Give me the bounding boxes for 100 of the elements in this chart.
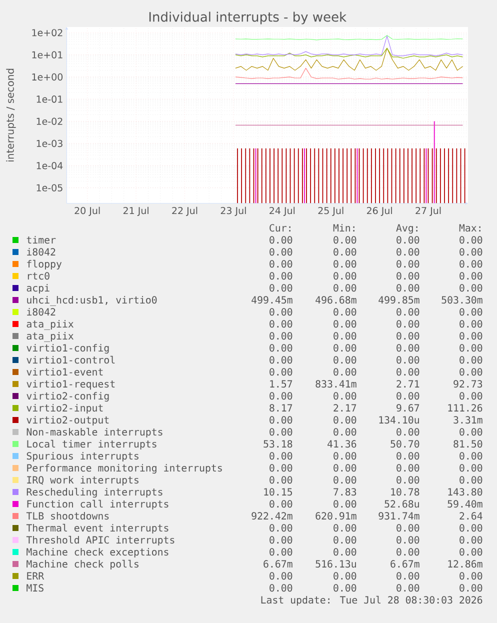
text: 0.00 bbox=[334, 584, 356, 592]
legend-label: uhci_hcd:usb1, virtio0 bbox=[27, 296, 157, 306]
legend-label: virtio1-control bbox=[26, 356, 115, 364]
legend-label: virtio2-output bbox=[26, 416, 109, 426]
text: 0.00 bbox=[460, 332, 482, 340]
x-tick-label: 22 Jul bbox=[172, 206, 198, 216]
text: 111.26 bbox=[448, 404, 482, 412]
legend-label: virtio2-config bbox=[26, 392, 109, 402]
text: 0.00 bbox=[270, 332, 292, 340]
text: 499.45m bbox=[252, 296, 292, 304]
text: 143.80 bbox=[448, 488, 482, 496]
text: 0.00 bbox=[460, 392, 482, 400]
text: 0.00 bbox=[460, 356, 482, 364]
text: 0.00 bbox=[270, 572, 292, 580]
text: 0.00 bbox=[396, 272, 420, 280]
text: 0.00 bbox=[460, 272, 482, 280]
text: 0.00 bbox=[270, 452, 292, 460]
line-series bbox=[235, 48, 464, 71]
text: 2.71 bbox=[396, 380, 420, 388]
text: 0.00 bbox=[396, 248, 420, 256]
text: Cur: bbox=[270, 224, 290, 232]
text: 0.00 bbox=[460, 284, 482, 292]
text: 8.17 bbox=[270, 404, 292, 412]
text: 0.00 bbox=[334, 416, 356, 424]
text: 0.00 bbox=[460, 248, 482, 256]
text: 499.85m bbox=[378, 296, 420, 304]
legend-label: i8042 bbox=[27, 248, 56, 256]
text: 0.00 bbox=[460, 344, 482, 352]
text: 931.74m bbox=[378, 512, 420, 520]
text: 0.00 bbox=[270, 260, 292, 268]
text: 0.00 bbox=[334, 476, 356, 484]
text: 0.00 bbox=[270, 548, 292, 556]
text: 9.67 bbox=[396, 404, 420, 412]
text: 620.91m bbox=[316, 512, 356, 520]
text: 0.00 bbox=[396, 260, 420, 268]
text: 0.00 bbox=[270, 476, 292, 484]
legend-label: virtio2-input bbox=[26, 404, 103, 414]
text: 0.00 bbox=[396, 392, 420, 400]
text: 0.00 bbox=[270, 392, 292, 400]
x-tick-label: 27 Jul bbox=[416, 206, 441, 216]
text: 10.78 bbox=[391, 488, 420, 496]
text: Max: bbox=[459, 224, 480, 232]
y-axis-title: interrupts / second bbox=[6, 68, 16, 162]
legend-label: virtio1-config bbox=[26, 344, 109, 354]
legend-label: Rescheduling interrupts bbox=[26, 488, 162, 498]
text: 0.00 bbox=[334, 500, 356, 508]
legend-label: Performance monitoring interrupts bbox=[27, 464, 222, 474]
x-tick-label: 23 Jul bbox=[220, 206, 246, 216]
text: 0.00 bbox=[396, 332, 420, 340]
y-tick-label: 1e-04 bbox=[36, 162, 63, 170]
y-tick-label: 1e+01 bbox=[32, 51, 62, 58]
legend-label: Thermal event interrupts bbox=[26, 524, 168, 534]
text: 0.00 bbox=[460, 536, 482, 544]
text: 0.00 bbox=[270, 584, 292, 592]
text: 0.00 bbox=[334, 428, 356, 436]
chart-title: Individual interrupts - by week bbox=[149, 12, 347, 24]
legend-label: virtio1-event bbox=[26, 368, 103, 376]
text: 0.00 bbox=[334, 248, 356, 256]
text: 81.50 bbox=[454, 440, 482, 448]
y-tick-label: 1e+02 bbox=[32, 29, 62, 36]
text: 52.68u bbox=[384, 500, 419, 508]
text: 0.00 bbox=[460, 476, 482, 484]
text: 0.00 bbox=[460, 464, 482, 472]
y-tick-label: 1e-01 bbox=[36, 96, 62, 103]
x-tick-label: 26 Jul bbox=[366, 206, 392, 216]
legend-label: timer bbox=[26, 236, 56, 244]
text: 0.00 bbox=[334, 368, 356, 376]
text: 0.00 bbox=[396, 284, 420, 292]
text: 503.30m bbox=[442, 296, 482, 304]
text: 0.00 bbox=[334, 236, 356, 244]
text: 0.00 bbox=[460, 524, 482, 532]
text: 922.42m bbox=[252, 512, 292, 520]
text: 0.00 bbox=[270, 416, 292, 424]
text: 0.00 bbox=[334, 536, 356, 544]
text: 0.00 bbox=[460, 236, 482, 244]
text: 0.00 bbox=[270, 308, 292, 316]
text: 0.00 bbox=[334, 452, 356, 460]
legend-label: Spurious interrupts bbox=[26, 452, 138, 462]
text: 0.00 bbox=[270, 356, 292, 364]
text: 0.00 bbox=[270, 464, 292, 472]
text: 0.00 bbox=[334, 392, 356, 400]
text: 0.00 bbox=[270, 428, 292, 436]
text: 1.57 bbox=[270, 380, 292, 388]
text: 2.17 bbox=[334, 404, 356, 412]
legend-label: Machine check exceptions bbox=[26, 548, 168, 558]
text: 3.31m bbox=[454, 416, 482, 424]
text: 0.00 bbox=[270, 284, 292, 292]
legend-label: rtc0 bbox=[28, 272, 50, 280]
text: 0.00 bbox=[396, 548, 420, 556]
text: 0.00 bbox=[396, 308, 420, 316]
y-tick-label: 1e-02 bbox=[36, 118, 62, 125]
text: 0.00 bbox=[396, 452, 420, 460]
text: 0.00 bbox=[270, 524, 292, 532]
text: 0.00 bbox=[270, 248, 292, 256]
text: 0.00 bbox=[460, 584, 482, 592]
x-tick-label: 25 Jul bbox=[318, 206, 344, 216]
legend-label: virtio1-request bbox=[26, 380, 115, 390]
text: 0.00 bbox=[270, 272, 292, 280]
text: 0.00 bbox=[334, 260, 356, 268]
legend-label: Local timer interrupts bbox=[27, 440, 156, 450]
